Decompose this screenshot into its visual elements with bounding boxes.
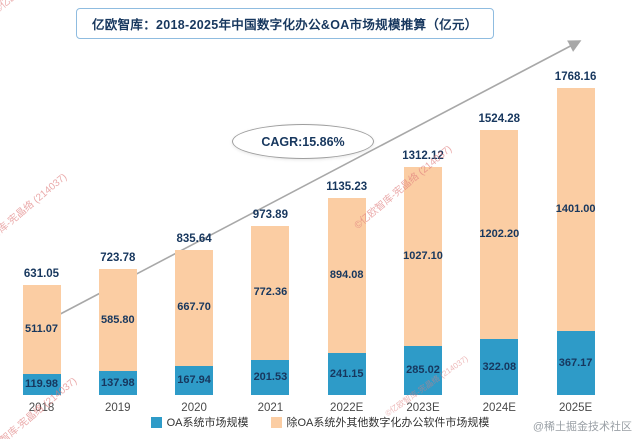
legend-swatch-other-icon [270,416,282,428]
bar-segment-oa: 119.98 [22,374,61,395]
segment-value-label: 285.02 [406,363,440,376]
category-label: 2025E [558,402,593,414]
bar-segment-other: 894.08 [327,197,366,354]
bar-segment-oa: 322.08 [480,339,519,395]
category-label: 2024E [482,402,516,414]
segment-value-label: 585.80 [100,313,135,326]
juejin-watermark: @稀土掘金技术社区 [532,421,632,433]
bar-segment-oa: 137.98 [98,371,137,395]
bar-segment-other: 1027.10 [403,167,443,346]
total-value-label: 973.89 [252,208,288,221]
bar-segment-other: 772.36 [251,225,290,360]
total-value-label: 1135.23 [326,180,368,193]
legend-label-other: 除OA系统外其他数字化办公软件市场规模 [286,417,490,429]
cagr-label: CAGR:15.86% [261,134,345,149]
segment-value-label: 241.15 [329,367,364,380]
legend-item-other: 除OA系统外其他数字化办公软件市场规模 [270,414,490,430]
segment-value-label: 1401.00 [555,203,596,216]
chart-title: 亿欧智库：2018-2025年中国数字化办公&OA市场规模推算（亿元） [92,18,478,32]
bar-group-2019: 723.78 585.80 137.98 2019 [98,252,137,414]
total-value-label: 723.78 [100,252,136,265]
segment-value-label: 1202.20 [479,228,520,241]
bar-segment-oa: 285.02 [404,345,442,395]
segment-value-label: 894.08 [329,269,364,281]
segment-value-label: 119.98 [24,378,59,391]
legend: OA系统市场规模 除OA系统外其他数字化办公软件市场规模 [0,414,640,430]
segment-value-label: 322.08 [482,360,517,373]
category-label: 2018 [28,402,55,414]
bar-segment-other: 511.07 [22,285,61,375]
bar-segment-other: 1202.20 [479,130,520,340]
legend-label-oa: OA系统市场规模 [166,417,249,429]
total-value-label: 835.64 [176,232,212,245]
segment-value-label: 511.07 [24,323,59,336]
bar-group-2020: 835.64 667.70 167.94 2020 [175,233,214,414]
bar-group-2022E: 1135.23 894.08 241.15 2022E [326,181,367,414]
bar-segment-oa: 167.94 [175,365,214,395]
segment-value-label: 1027.10 [403,249,443,262]
bar-segment-oa: 367.17 [556,331,595,395]
total-value-label: 631.05 [23,268,60,281]
category-label: 2023E [406,402,440,414]
segment-value-label: 367.17 [558,356,593,369]
segment-value-label: 772.36 [253,286,288,299]
chart-title-box: 亿欧智库：2018-2025年中国数字化办公&OA市场规模推算（亿元） [76,8,494,39]
bar-group-2021: 973.89 772.36 201.53 2021 [251,209,290,414]
bar-group-2018: 631.05 511.07 119.98 2018 [22,268,61,414]
legend-item-oa: OA系统市场规模 [150,414,249,430]
bar-group-2023E: 1312.12 1027.10 285.02 2023E [402,150,444,414]
category-label: 2022E [330,402,364,414]
category-label: 2021 [257,402,284,414]
bar-group-2025E: 1768.16 1401.00 367.17 2025E [555,71,597,414]
bar-segment-other: 1401.00 [555,88,596,332]
cagr-annotation: CAGR:15.86% [232,124,374,159]
total-value-label: 1768.16 [554,71,597,83]
segment-value-label: 201.53 [253,370,288,383]
bar-segment-other: 585.80 [98,269,137,372]
bar-segment-oa: 241.15 [327,353,366,395]
total-value-label: 1524.28 [478,113,521,126]
segment-value-label: 137.98 [100,376,135,389]
segment-value-label: 667.70 [177,301,211,314]
category-label: 2019 [105,402,131,414]
segment-value-label: 167.94 [177,373,211,386]
bar-segment-oa: 201.53 [251,360,290,395]
bar-group-2024E: 1524.28 1202.20 322.08 2024E [479,113,521,414]
category-label: 2020 [181,402,207,414]
bar-segment-other: 667.70 [175,249,214,366]
legend-swatch-oa-icon [150,416,162,428]
total-value-label: 1312.12 [402,150,444,163]
